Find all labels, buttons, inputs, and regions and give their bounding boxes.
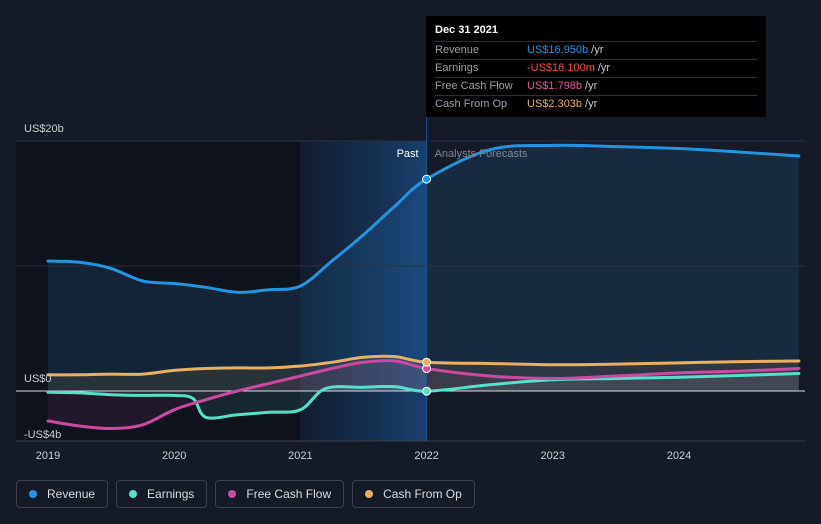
- tooltip-date: Dec 31 2021: [435, 24, 498, 36]
- area-earnings: [48, 373, 799, 419]
- tooltip-label: Earnings: [435, 62, 479, 74]
- y-axis-label: -US$4b: [24, 429, 61, 441]
- legend: Revenue Earnings Free Cash Flow Cash Fro…: [16, 480, 475, 508]
- tooltip-row-cash-from-op: Cash From Op US$2.303b /yr: [435, 95, 757, 113]
- tooltip-label: Revenue: [435, 44, 480, 56]
- point-cash-from-op: [422, 357, 432, 367]
- tooltip-row-free-cash-flow: Free Cash Flow US$1.798b /yr: [435, 77, 757, 95]
- line-revenue: [46, 143, 801, 294]
- legend-label: Earnings: [147, 487, 195, 501]
- past-label: Past: [397, 148, 419, 160]
- legend-dot-icon: [365, 490, 374, 498]
- point-revenue: [422, 174, 432, 184]
- tooltip-label: Free Cash Flow: [435, 80, 513, 92]
- x-tick-label: 2020: [162, 450, 186, 462]
- tooltip-row-earnings: Earnings -US$16.100m /yr: [435, 59, 757, 77]
- tooltip-value: US$2.303b: [527, 98, 583, 110]
- x-tick-label: 2021: [288, 450, 312, 462]
- x-tick-label: 2024: [667, 450, 691, 462]
- legend-item-revenue[interactable]: Revenue: [16, 480, 109, 508]
- line-free-cash-flow: [46, 359, 801, 431]
- area-revenue: [48, 145, 799, 391]
- y-axis-label: US$0: [24, 373, 52, 385]
- tooltip-row-revenue: Revenue US$16.950b /yr: [435, 41, 757, 59]
- legend-label: Free Cash Flow: [246, 487, 332, 501]
- tooltip: Dec 31 2021 Revenue US$16.950b /yr Earni…: [426, 16, 766, 117]
- tooltip-unit: /yr: [591, 44, 604, 56]
- legend-item-free-cash-flow[interactable]: Free Cash Flow: [215, 480, 345, 508]
- legend-label: Revenue: [47, 487, 96, 501]
- tooltip-label: Cash From Op: [435, 98, 508, 110]
- line-earnings: [46, 372, 801, 420]
- legend-item-earnings[interactable]: Earnings: [116, 480, 208, 508]
- x-tick-label: 2023: [541, 450, 565, 462]
- x-tick-label: 2019: [36, 450, 60, 462]
- x-tick-label: 2022: [414, 450, 438, 462]
- tooltip-unit: /yr: [585, 80, 598, 92]
- legend-label: Cash From Op: [383, 487, 462, 501]
- tooltip-value: US$1.798b: [527, 80, 583, 92]
- forecast-label: Analysts Forecasts: [435, 148, 528, 160]
- legend-dot-icon: [29, 490, 37, 498]
- y-axis-label: US$20b: [24, 123, 64, 135]
- legend-item-cash-from-op[interactable]: Cash From Op: [352, 480, 475, 508]
- legend-dot-icon: [228, 490, 237, 498]
- tooltip-value: US$16.950b: [527, 44, 589, 56]
- tooltip-value: -US$16.100m: [527, 62, 595, 74]
- point-earnings: [422, 386, 432, 396]
- legend-dot-icon: [129, 490, 138, 498]
- tooltip-unit: /yr: [597, 62, 611, 74]
- tooltip-unit: /yr: [585, 98, 598, 110]
- line-cash-from-op: [46, 354, 801, 377]
